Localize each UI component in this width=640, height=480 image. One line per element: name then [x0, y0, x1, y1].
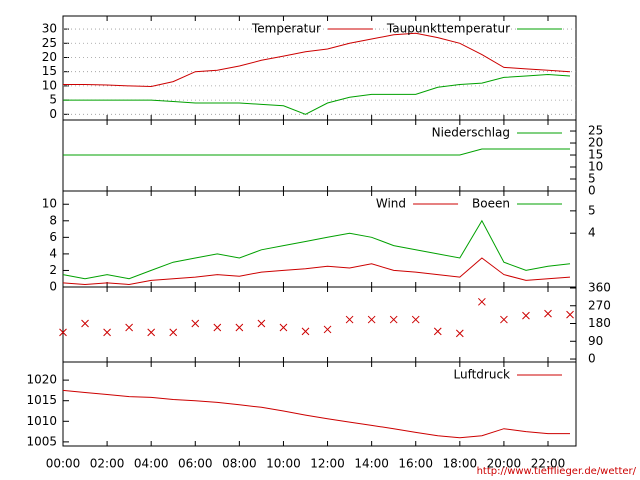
scatter-point [455, 329, 464, 338]
y-tick-label: 0 [49, 280, 57, 294]
x-tick-label: 12:00 [310, 457, 345, 471]
x-tick-label: 08:00 [222, 457, 257, 471]
scatter-point [169, 328, 178, 337]
scatter-point [433, 327, 442, 336]
scatter-point [301, 327, 310, 336]
scatter-point [478, 297, 486, 306]
y-tick-label: 5 [49, 93, 57, 107]
scatter-point [323, 325, 332, 334]
y-tick-label: 6 [49, 230, 57, 244]
footer-link: http://www.tiefflieger.de/wetter/ [477, 466, 637, 477]
scatter-point [125, 323, 133, 332]
y-tick-label: 270 [588, 298, 611, 312]
series-line [63, 73, 571, 115]
y2-tick-label: 4 [588, 226, 596, 240]
scatter-point [59, 328, 67, 337]
y-tick-label: 8 [49, 213, 57, 227]
scatter-point [566, 310, 574, 319]
scatter-point [500, 315, 508, 324]
y-tick-label: 1020 [26, 373, 57, 387]
x-tick-label: 00:00 [46, 457, 81, 471]
y-tick-label: 4 [49, 246, 57, 260]
scatter-point [191, 319, 200, 328]
series-line [62, 257, 571, 286]
scatter-point [345, 315, 354, 324]
y-tick-label: 5 [588, 172, 596, 186]
legend-label: Niederschlag [432, 126, 510, 140]
y-tick-label: 30 [42, 22, 57, 36]
scatter-point [103, 328, 111, 337]
legend-label: Wind [376, 197, 406, 211]
y-tick-label: 15 [42, 64, 57, 78]
x-tick-label: 22:00 [531, 457, 566, 471]
scatter-point [522, 311, 530, 320]
x-tick-label: 14:00 [354, 457, 389, 471]
y-tick-label: 20 [588, 136, 603, 150]
scatter-point [257, 319, 266, 328]
y2-tick-label: 5 [588, 203, 596, 217]
y-tick-label: 0 [49, 107, 57, 121]
scatter-point [279, 323, 288, 332]
legend-label: Taupunkttemperatur [386, 22, 510, 36]
y-tick-label: 360 [588, 280, 611, 294]
scatter-point [544, 309, 552, 318]
series-line [62, 389, 570, 439]
y-tick-label: 10 [42, 197, 57, 211]
y-tick-label: 1015 [26, 393, 57, 407]
y-tick-label: 25 [588, 124, 603, 138]
y-tick-label: 90 [588, 334, 603, 348]
scatter-point [213, 323, 222, 332]
x-tick-label: 10:00 [266, 457, 301, 471]
y-tick-label: 0 [588, 352, 596, 366]
y-tick-label: 10 [42, 78, 57, 92]
y-tick-label: 1005 [26, 434, 57, 448]
x-tick-label: 20:00 [487, 457, 522, 471]
y-tick-label: 25 [42, 36, 57, 50]
scatter-point [147, 328, 156, 337]
scatter-point [235, 323, 244, 332]
scatter-point [81, 319, 89, 328]
y-tick-label: 0 [588, 184, 596, 198]
series-line [63, 32, 571, 88]
scatter-point [367, 315, 376, 324]
scatter-point [389, 315, 398, 324]
x-tick-label: 02:00 [90, 457, 125, 471]
x-tick-label: 04:00 [134, 457, 169, 471]
series-line [63, 148, 570, 156]
y-tick-label: 180 [588, 316, 611, 330]
x-tick-label: 06:00 [178, 457, 213, 471]
y-tick-label: 10 [588, 160, 603, 174]
y-tick-label: 15 [588, 148, 603, 162]
legend-label: Luftdruck [453, 368, 510, 382]
scatter-point [411, 315, 420, 324]
x-tick-label: 16:00 [398, 457, 433, 471]
y-tick-label: 1010 [26, 414, 57, 428]
legend-label: Temperatur [251, 22, 321, 36]
x-tick-label: 18:00 [443, 457, 478, 471]
series-line [62, 219, 571, 280]
y-tick-label: 20 [42, 50, 57, 64]
panel-frame [62, 361, 577, 447]
y-tick-label: 2 [49, 263, 57, 277]
legend-label: Boeen [472, 197, 510, 211]
